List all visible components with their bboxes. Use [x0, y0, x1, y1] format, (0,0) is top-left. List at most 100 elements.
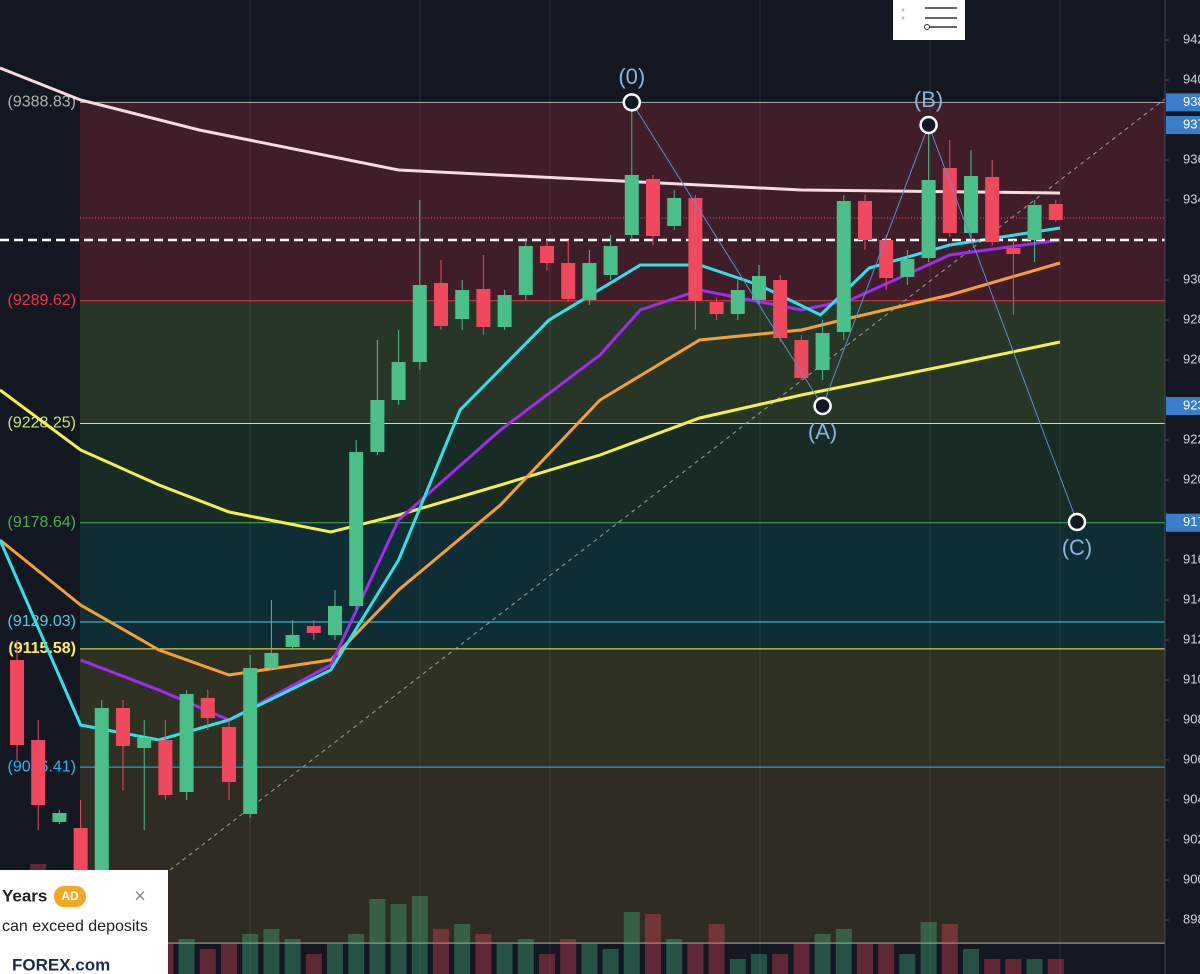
candle-body: [158, 740, 173, 795]
fib-band: [80, 300, 1165, 424]
price-axis: 9420.00 9400.00 9360.00 9340.00 9300.00 9280.…: [1164, 0, 1200, 974]
icon-dot: [924, 24, 930, 30]
ad-popup[interactable]: Years AD × can exceed deposits FOREX.com: [0, 870, 168, 974]
candle-body: [667, 198, 682, 226]
candle-body: [370, 400, 385, 452]
volume-bar: [984, 959, 1001, 974]
volume-bar: [729, 959, 746, 974]
candle-body: [222, 727, 236, 782]
elliott-wave: (0) (A) (B) (C): [618, 64, 1092, 560]
volume-bar: [221, 944, 237, 974]
ad-box[interactable]: [0, 870, 168, 974]
volume-bar: [687, 944, 704, 974]
candle-body: [942, 168, 957, 233]
candle-body: [137, 738, 152, 748]
candle-body: [815, 333, 830, 370]
price-label: 9360.00: [1183, 151, 1200, 166]
volume-bar: [666, 939, 683, 974]
candle-body: [836, 201, 851, 332]
ad-logo: FOREX.com: [12, 955, 110, 974]
candle-body: [921, 180, 936, 258]
candle-body: [349, 452, 364, 606]
candle-body: [730, 290, 745, 314]
ad-title: Years: [2, 886, 47, 905]
fib-label: (9388.83): [8, 94, 77, 111]
candle-body: [116, 708, 130, 746]
volume-bar: [920, 922, 937, 974]
candle-body: [858, 201, 872, 240]
candle-body: [1006, 248, 1021, 254]
volume-bar: [941, 924, 958, 974]
fib-label: (9178.64): [8, 514, 77, 531]
ad-badge: AD: [61, 889, 79, 903]
ad-close[interactable]: ×: [134, 885, 146, 907]
volume-bar: [369, 899, 386, 974]
trend-line: [169, 94, 1171, 871]
volume-bar: [772, 954, 789, 974]
volume-bar: [560, 939, 577, 974]
wave-point: [919, 115, 938, 135]
fib-band: [80, 522, 1165, 622]
price-label: 9020.00: [1183, 831, 1200, 846]
volume-bar: [242, 934, 259, 974]
candles: [10, 110, 1063, 950]
volume-bar: [899, 954, 916, 974]
candle-body: [243, 668, 258, 814]
volume-bar: [475, 934, 492, 974]
price-label: 9040.00: [1183, 791, 1200, 806]
volume-bar: [878, 944, 895, 974]
ad-text: can exceed deposits: [2, 918, 148, 935]
candle-body: [200, 698, 215, 718]
volume-bar: [433, 929, 449, 974]
candle-body: [476, 289, 491, 327]
grid: [249, 0, 1061, 974]
candle-body: [773, 280, 788, 338]
volume-bar: [1026, 959, 1043, 974]
wave-label: (C): [1062, 535, 1093, 560]
volume-bar: [178, 939, 195, 974]
candle-body: [264, 653, 279, 668]
candle-body: [412, 285, 427, 362]
price-tag: [1166, 397, 1200, 415]
volume-bar: [517, 939, 534, 974]
volume-bar: [348, 934, 365, 974]
volume-bar: [623, 912, 640, 974]
volume-bar: [581, 944, 598, 974]
price-tag: [1166, 116, 1200, 134]
volume-bar: [645, 914, 661, 974]
volume-bar: [305, 954, 322, 974]
price-axis-bg: [1165, 0, 1200, 974]
volume-bar: [263, 929, 280, 974]
candle-body: [10, 660, 24, 745]
wave-label: (0): [618, 64, 645, 89]
toolbar[interactable]: [893, 0, 965, 40]
candle-body: [603, 246, 618, 275]
moving-average: [0, 340, 1061, 534]
wave-point: [813, 396, 832, 416]
price-label: 9280.00: [1183, 311, 1200, 326]
price-label: 9400.00: [1183, 71, 1200, 86]
fib-band: [80, 102, 1165, 301]
candle-body: [1048, 204, 1063, 220]
price-label: 9160.00: [1183, 551, 1200, 566]
candle-body: [964, 176, 978, 233]
toolbar-button[interactable]: [893, 0, 965, 40]
candle-body: [561, 263, 576, 299]
drag-dot: [901, 8, 905, 12]
price-label: 9420.00: [1183, 31, 1200, 46]
candle-body: [52, 813, 67, 822]
candle-body: [31, 740, 46, 805]
price-tag: [1166, 93, 1200, 112]
candle-body: [900, 259, 915, 277]
candle-body: [518, 246, 533, 295]
candle-body: [794, 340, 809, 378]
candle-body: [709, 302, 724, 314]
price-label: 9340.00: [1183, 191, 1200, 206]
volume-bar: [496, 944, 513, 974]
volume-bar: [454, 924, 471, 974]
fib-band: [80, 648, 1165, 768]
candle-body: [879, 240, 894, 278]
price-label: 9300.00: [1183, 271, 1200, 286]
